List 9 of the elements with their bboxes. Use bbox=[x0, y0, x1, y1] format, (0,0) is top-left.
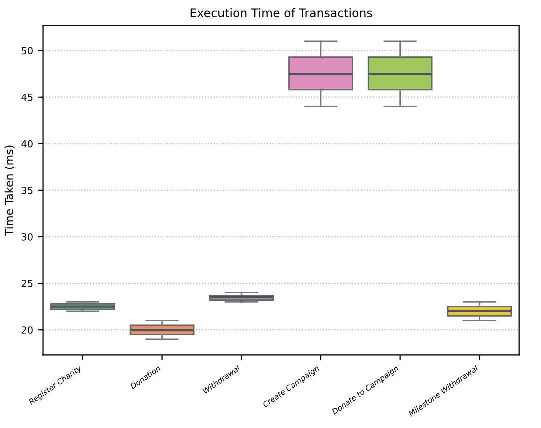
y-tick-label: 25 bbox=[22, 280, 33, 288]
y-axis-title: Time Taken (ms) bbox=[4, 146, 15, 236]
y-tick-label: 50 bbox=[22, 47, 33, 55]
y-tick-label: 40 bbox=[22, 140, 33, 148]
y-tick-label: 35 bbox=[22, 186, 33, 194]
y-tick-label: 30 bbox=[22, 233, 33, 241]
chart-title: Execution Time of Transactions bbox=[190, 8, 372, 18]
y-tick-label: 20 bbox=[22, 326, 33, 334]
y-tick-label: 45 bbox=[22, 94, 33, 102]
